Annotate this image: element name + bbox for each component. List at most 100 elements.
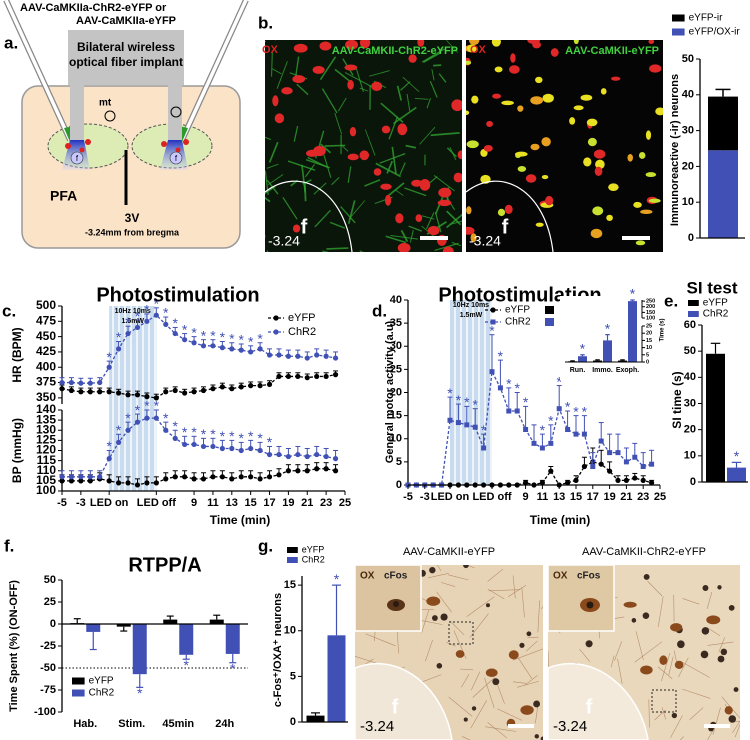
data-point (295, 353, 301, 359)
significance-star: * (229, 428, 235, 444)
significance-star: * (239, 332, 245, 348)
y-tick-label: 30 (684, 397, 696, 409)
data-point (238, 384, 244, 390)
cell (393, 601, 399, 607)
y-tick-label: 0 (396, 479, 402, 491)
data-point (481, 445, 487, 451)
bar (708, 150, 738, 238)
data-point (144, 415, 150, 421)
fiber (323, 154, 332, 178)
fiber (661, 652, 671, 682)
legend-swatch (672, 28, 685, 36)
y-tick-label: -100 (34, 706, 56, 718)
data-point (266, 381, 273, 387)
cell (455, 650, 465, 658)
mt-marker (104, 110, 116, 122)
zoom-box (448, 621, 474, 645)
data-point (210, 474, 216, 480)
fiber (446, 147, 457, 158)
significance-star: * (540, 422, 546, 438)
significance-star: * (106, 438, 112, 454)
data-point (248, 445, 254, 452)
virus-label: AAV-CaMKIIa-ChR2-eYFP or (20, 2, 167, 14)
significance-star: * (135, 402, 141, 418)
fiber (732, 720, 740, 734)
x-tick-label: LED off (472, 491, 511, 503)
data-point (191, 340, 197, 346)
legend-swatch (688, 300, 699, 306)
cell (519, 642, 525, 648)
fiber (446, 642, 456, 647)
x-tick-label: -3 (76, 497, 86, 509)
cell (586, 601, 594, 609)
cell (359, 40, 371, 49)
significance-star: * (456, 392, 462, 408)
x-tick-label: LED off (137, 497, 176, 509)
fiber (320, 143, 332, 154)
cell (640, 665, 653, 675)
legend-label: eYFP (302, 544, 325, 554)
fiber (414, 97, 429, 100)
y-tick-label: 0 (646, 359, 649, 365)
series-line (408, 369, 652, 486)
fiber (379, 152, 406, 164)
panel-label: e. (664, 291, 678, 310)
y-tick-label: 250 (646, 299, 655, 305)
cell (525, 174, 537, 183)
data-point (323, 453, 329, 460)
virus-label: AAV-CaMKII-ChR2-eYFP (332, 45, 458, 57)
cell (550, 48, 559, 57)
data-point (623, 459, 629, 465)
y-tick-label: 40 (682, 89, 694, 101)
y-axis-label: Immunoreactive (-ir) neurons (669, 74, 681, 226)
x-tick-label: 25 (339, 497, 351, 509)
legend-swatch (287, 547, 298, 553)
data-point (172, 474, 178, 480)
fiber (396, 85, 403, 101)
y-tick-label: 5 (290, 670, 296, 682)
micrograph-cells (466, 40, 663, 246)
stain-label: OX (470, 44, 487, 56)
fiber (274, 40, 276, 41)
cell (281, 87, 293, 95)
data-point (323, 373, 329, 380)
stim-label: 10Hz 10ms (453, 302, 489, 309)
y-tick-label: 30 (390, 340, 402, 352)
cell (395, 213, 404, 224)
data-point (191, 476, 197, 482)
fiber (614, 641, 623, 661)
data-point (210, 343, 216, 349)
fiber (385, 235, 407, 244)
cell (623, 601, 637, 608)
y-tick-label: 25 (646, 323, 652, 329)
data-point (97, 474, 103, 480)
data-point (649, 461, 655, 467)
data-point (87, 474, 93, 480)
fiber (661, 707, 667, 720)
cell (463, 717, 468, 722)
cell (610, 76, 621, 81)
stain-label: OX (360, 571, 375, 582)
data-point (68, 478, 75, 484)
data-point (295, 373, 301, 380)
cell (437, 199, 452, 207)
data-point (200, 443, 207, 450)
bar (578, 356, 587, 362)
significance-star: * (116, 422, 122, 438)
cell (645, 130, 652, 140)
fiber (400, 81, 411, 91)
fiber (654, 709, 666, 721)
cell (293, 43, 308, 53)
x-tick-label: Immo. (592, 367, 613, 374)
fiber (296, 83, 309, 96)
fiber (266, 250, 269, 252)
x-tick-label: Run. (570, 367, 586, 374)
cell (466, 226, 475, 235)
fornix-label: f (586, 696, 593, 718)
fiber (459, 668, 474, 671)
cell (648, 40, 655, 44)
significance-star: * (230, 660, 236, 676)
significance-star: * (106, 349, 112, 365)
legend-label: eYFP-ir (689, 13, 724, 24)
significance-star: * (481, 422, 487, 438)
